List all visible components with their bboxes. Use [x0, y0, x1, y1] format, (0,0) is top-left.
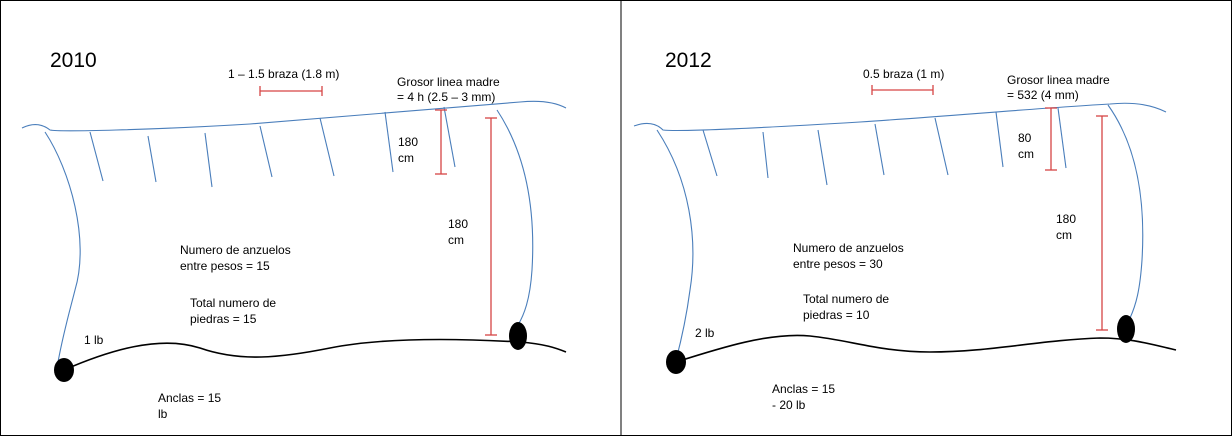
anchor-weight-right — [1117, 315, 1135, 343]
anchor-weight-left — [54, 358, 74, 382]
hooks-between-weights: Numero de anzuelos — [180, 243, 291, 257]
gangion — [204, 132, 213, 188]
gangion-length-value: 180 — [398, 135, 418, 149]
float-line-right — [1107, 104, 1144, 319]
weight-label: 2 lb — [695, 326, 715, 340]
depth-unit: cm — [448, 233, 464, 247]
gangion-length-unit: cm — [1018, 147, 1034, 161]
gangion-length-value: 80 — [1018, 131, 1032, 145]
gangion-length-unit: cm — [398, 151, 414, 165]
bottom-line — [675, 334, 1177, 363]
anchors-label: Anclas = 15 — [158, 391, 221, 405]
gangion — [89, 131, 104, 182]
panel-2012: 2012 0.5 braza (1 m) Grosor linea madre … — [633, 49, 1177, 412]
hooks-between-weights: Numero de anzuelos — [793, 241, 904, 255]
year-label: 2012 — [665, 49, 712, 72]
gangion — [934, 117, 949, 176]
total-stones: Total numero de — [190, 296, 276, 310]
float-line-right — [496, 109, 534, 326]
mainline-thickness-value: = 4 h (2.5 – 3 mm) — [397, 90, 495, 104]
hook-spacing-bar — [259, 86, 323, 96]
mainline — [633, 102, 1167, 132]
gangions — [89, 106, 456, 188]
total-stones-value: piedras = 15 — [190, 312, 257, 326]
gangion — [702, 129, 718, 177]
gangion — [384, 111, 394, 173]
bottom-line — [63, 338, 567, 371]
gangion-length-bar — [435, 109, 447, 175]
gangion — [995, 111, 1004, 168]
hook-spacing-bar — [871, 85, 934, 95]
depth-bar — [485, 117, 497, 336]
gangion — [874, 123, 885, 176]
float-line-left — [44, 131, 81, 363]
hook-spacing-label: 0.5 braza (1 m) — [863, 67, 944, 81]
gangion — [259, 125, 273, 178]
year-label: 2010 — [50, 49, 97, 72]
hook-spacing-label: 1 – 1.5 braza (1.8 m) — [228, 67, 339, 81]
gangion — [443, 106, 456, 168]
mainline — [21, 100, 567, 132]
mainline-thickness-value: = 532 (4 mm) — [1007, 88, 1079, 102]
hooks-between-weights-value: entre pesos = 30 — [793, 257, 883, 271]
panel-2010: 2010 1 – 1.5 braza (1.8 m) Grosor linea … — [21, 49, 567, 421]
anchors-range: - 20 lb — [772, 398, 806, 412]
hooks-between-weights-value: entre pesos = 15 — [180, 259, 270, 273]
anchor-weight-left — [666, 350, 686, 374]
depth-value: 180 — [448, 217, 468, 231]
gangion — [1057, 107, 1067, 169]
anchors-label: Anclas = 15 — [772, 382, 835, 396]
anchor-weight-right — [509, 322, 527, 350]
gangion-length-bar — [1045, 107, 1057, 171]
total-stones: Total numero de — [803, 292, 889, 306]
total-stones-value: piedras = 10 — [803, 308, 870, 322]
depth-unit: cm — [1056, 228, 1072, 242]
gangion — [319, 117, 335, 177]
mainline-thickness-label: Grosor linea madre — [1007, 73, 1110, 87]
depth-bar — [1096, 115, 1108, 331]
gangion — [817, 129, 828, 186]
gangion — [762, 131, 769, 179]
float-line-left — [656, 129, 694, 361]
anchors-unit: lb — [158, 407, 168, 421]
mainline-thickness-label: Grosor linea madre — [397, 75, 500, 89]
depth-value: 180 — [1056, 212, 1076, 226]
weight-label: 1 lb — [84, 333, 104, 347]
gangion — [147, 135, 157, 183]
gangions — [702, 107, 1067, 186]
